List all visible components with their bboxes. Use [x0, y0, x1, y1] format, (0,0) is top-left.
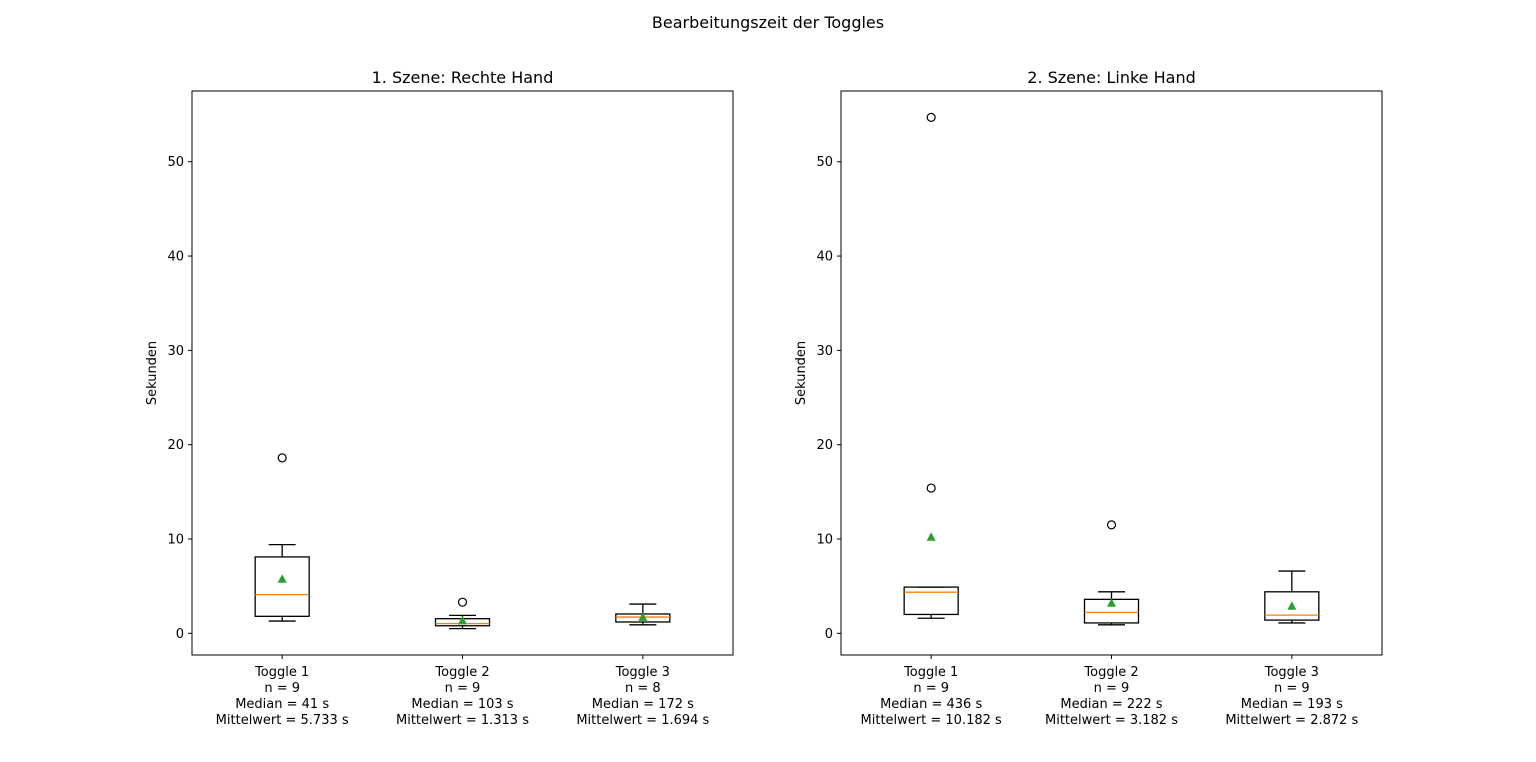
x-tick-label-line: Toggle 3 — [1264, 665, 1319, 680]
box-iqr — [254, 556, 310, 617]
x-tick-label-line: n = 9 — [445, 681, 481, 696]
y-tick-label: 30 — [816, 344, 833, 359]
mean-marker — [1107, 598, 1116, 607]
mean-marker — [277, 574, 287, 583]
y-tick-label: 50 — [167, 155, 184, 170]
y-axis-label: Sekunden — [145, 341, 160, 405]
x-tick-label-line: n = 9 — [264, 681, 300, 696]
y-tick-label: 40 — [816, 250, 833, 265]
y-tick-label: 20 — [816, 438, 833, 453]
x-tick-label-line: Median = 193 s — [1241, 697, 1343, 712]
x-tick-label-line: Median = 172 s — [592, 697, 694, 712]
x-tick-label-line: Mittelwert = 3.182 s — [1045, 713, 1178, 728]
outlier-point — [926, 112, 936, 123]
outlier-point — [926, 483, 936, 493]
y-tick-label: 30 — [167, 344, 184, 359]
x-tick-label-line: Toggle 3 — [615, 665, 670, 680]
x-tick-label-line: Median = 436 s — [880, 697, 982, 712]
x-tick-label-line: Mittelwert = 10.182 s — [861, 713, 1002, 728]
box-iqr — [903, 586, 959, 616]
subplot-1: 1. Szene: Rechte Hand 0 10 20 30 40 50 Sekunden… — [145, 68, 734, 728]
subplot-title: 1. Szene: Rechte Hand — [372, 68, 554, 87]
y-tick-label: 20 — [167, 438, 184, 453]
subplots: 1. Szene: Rechte Hand 0 10 20 30 40 50 Sekunden… — [145, 68, 1383, 728]
x-tick-label-line: Mittelwert = 5.733 s — [216, 713, 349, 728]
y-tick-label: 40 — [167, 250, 184, 265]
mean-marker — [1287, 601, 1297, 610]
x-tick-label-line: Mittelwert = 1.694 s — [576, 713, 709, 728]
y-tick-label: 0 — [825, 627, 833, 642]
box-iqr — [1264, 591, 1320, 621]
y-tick-label: 10 — [167, 532, 184, 547]
x-tick-label-line: n = 9 — [913, 681, 949, 696]
mean-marker — [926, 532, 936, 541]
y-tick-label: 0 — [176, 627, 184, 642]
x-tick-label-line: n = 9 — [1094, 681, 1130, 696]
x-tick-label-line: n = 9 — [1274, 681, 1310, 696]
x-tick-label-line: Toggle 1 — [254, 665, 309, 680]
subplot-title: 2. Szene: Linke Hand — [1027, 68, 1195, 87]
x-tick-label-line: Toggle 1 — [903, 665, 958, 680]
x-tick-label-line: Toggle 2 — [434, 665, 489, 680]
outlier-point — [1106, 520, 1117, 530]
subplot-2: 2. Szene: Linke Hand 0 10 20 30 40 50 Sekunden T… — [794, 68, 1383, 728]
x-tick-label-line: Median = 41 s — [235, 697, 329, 712]
x-tick-label-line: n = 8 — [625, 681, 661, 696]
y-axis-label: Sekunden — [794, 341, 809, 405]
y-tick-label: 10 — [816, 532, 833, 547]
outlier-point — [277, 453, 287, 463]
x-tick-label-line: Toggle 2 — [1083, 665, 1138, 680]
mean-marker — [458, 615, 467, 625]
x-tick-label-line: Median = 103 s — [411, 697, 513, 712]
x-tick-label-line: Mittelwert = 2.872 s — [1225, 713, 1358, 728]
y-tick-label: 50 — [816, 155, 833, 170]
mean-marker — [638, 612, 648, 621]
x-tick-label-line: Median = 222 s — [1060, 697, 1162, 712]
x-tick-label-line: Mittelwert = 1.313 s — [396, 713, 529, 728]
outlier-point — [457, 597, 468, 607]
figure-title: Bearbeitungszeit der Toggles — [652, 13, 884, 32]
